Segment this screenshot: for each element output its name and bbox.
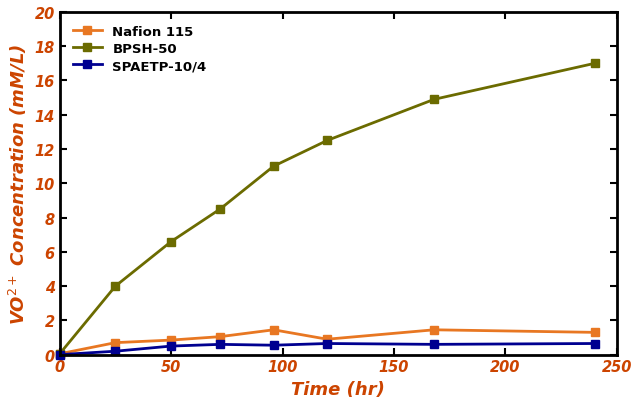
Nafion 115 [56, 352, 63, 356]
BPSH-50 [217, 207, 224, 212]
BPSH-50 [323, 139, 331, 143]
Line: BPSH-50: BPSH-50 [56, 60, 599, 358]
X-axis label: Time (hr): Time (hr) [291, 380, 385, 398]
Nafion 115 [590, 330, 598, 335]
Nafion 115 [430, 328, 438, 333]
Legend: Nafion 115, BPSH-50, SPAETP-10/4: Nafion 115, BPSH-50, SPAETP-10/4 [66, 19, 213, 79]
BPSH-50 [112, 284, 119, 289]
SPAETP-10/4 [56, 352, 63, 357]
SPAETP-10/4 [167, 344, 175, 349]
Line: SPAETP-10/4: SPAETP-10/4 [56, 339, 599, 359]
Nafion 115 [270, 328, 277, 333]
BPSH-50 [270, 164, 277, 169]
Nafion 115 [167, 338, 175, 343]
SPAETP-10/4 [430, 342, 438, 347]
SPAETP-10/4 [270, 343, 277, 348]
SPAETP-10/4 [590, 341, 598, 346]
SPAETP-10/4 [112, 349, 119, 354]
BPSH-50 [590, 62, 598, 66]
Y-axis label: VO$^{2+}$ Concentration (mM/L): VO$^{2+}$ Concentration (mM/L) [7, 44, 29, 324]
Line: Nafion 115: Nafion 115 [56, 326, 599, 358]
BPSH-50 [430, 98, 438, 102]
Nafion 115 [323, 337, 331, 342]
BPSH-50 [56, 352, 63, 356]
SPAETP-10/4 [217, 342, 224, 347]
Nafion 115 [217, 335, 224, 339]
BPSH-50 [167, 239, 175, 244]
Nafion 115 [112, 340, 119, 345]
SPAETP-10/4 [323, 341, 331, 346]
